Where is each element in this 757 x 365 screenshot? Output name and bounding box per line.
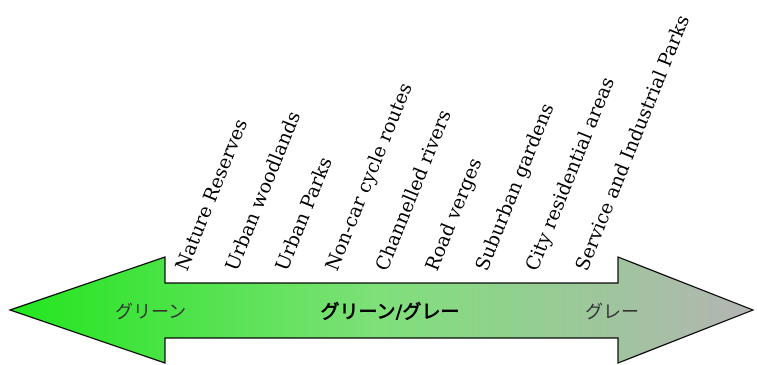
green-grey-center-label: グリーン/グレー <box>321 300 460 323</box>
green-end-label: グリーン <box>115 302 186 323</box>
grey-end-label: グレー <box>585 302 639 323</box>
double-headed-arrow <box>8 256 755 364</box>
